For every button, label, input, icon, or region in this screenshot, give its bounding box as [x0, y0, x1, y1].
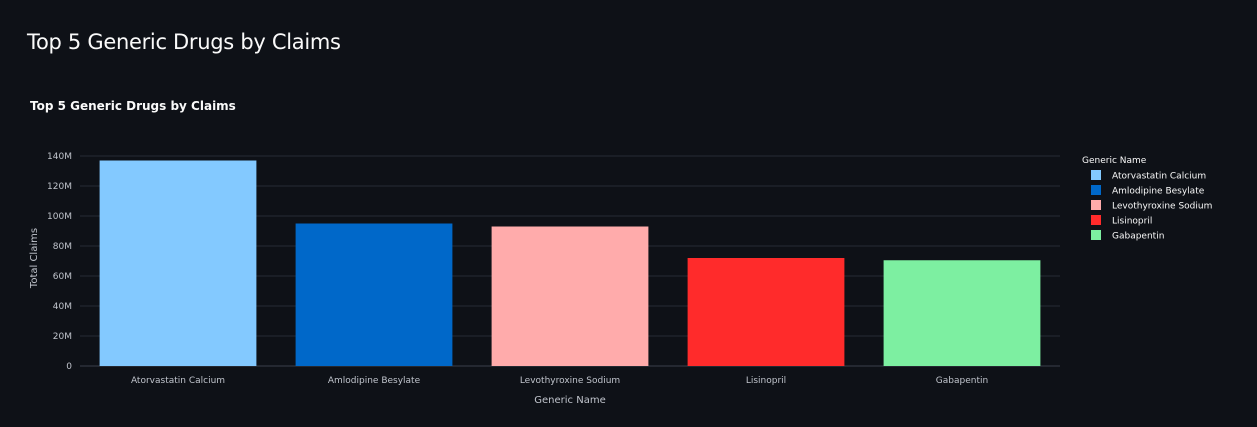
legend: Generic Name Atorvastatin Calcium Amlodip… [1082, 156, 1212, 242]
legend-item[interactable]: Atorvastatin Calcium [1091, 170, 1206, 182]
legend-swatch [1091, 170, 1101, 180]
legend-label: Lisinopril [1112, 217, 1152, 227]
y-tick-label: 0 [66, 362, 72, 372]
bar[interactable] [295, 223, 453, 367]
legend-item[interactable]: Gabapentin [1091, 230, 1164, 242]
x-tick-label: Amlodipine Besylate [328, 376, 421, 386]
y-axis-ticks: 0 20M 40M 60M 80M 100M 120M 140M [47, 152, 72, 372]
y-tick-label: 60M [53, 272, 72, 282]
legend-item[interactable]: Amlodipine Besylate [1091, 185, 1205, 197]
y-tick-label: 120M [47, 182, 72, 192]
y-tick-label: 40M [53, 302, 72, 312]
bar[interactable] [883, 260, 1041, 366]
y-tick-label: 100M [47, 212, 72, 222]
legend-label: Amlodipine Besylate [1112, 187, 1205, 197]
x-tick-label: Gabapentin [936, 376, 988, 386]
page-title: Top 5 Generic Drugs by Claims [27, 30, 341, 54]
legend-swatch [1091, 185, 1101, 195]
legend-swatch [1091, 230, 1101, 240]
y-tick-label: 140M [47, 152, 72, 162]
legend-label: Atorvastatin Calcium [1112, 172, 1206, 182]
y-tick-label: 80M [53, 242, 72, 252]
legend-swatch [1091, 200, 1101, 210]
chart-title: Top 5 Generic Drugs by Claims [30, 99, 236, 113]
chart-svg: Top 5 Generic Drugs by Claims 0 20M 40M 60M… [29, 99, 1212, 406]
y-tick-label: 20M [53, 332, 72, 342]
bar[interactable] [99, 160, 257, 367]
y-axis-label: Total Claims [29, 228, 40, 289]
legend-swatch [1091, 215, 1101, 225]
legend-label: Levothyroxine Sodium [1112, 202, 1212, 212]
bar[interactable] [687, 258, 845, 366]
x-axis-ticks: Atorvastatin Calcium Amlodipine Besylate L… [131, 376, 988, 386]
x-tick-label: Lisinopril [746, 376, 786, 386]
bar-chart: Top 5 Generic Drugs by Claims 0 20M 40M 60M… [0, 88, 1257, 423]
x-tick-label: Levothyroxine Sodium [520, 376, 620, 386]
legend-item[interactable]: Lisinopril [1091, 215, 1152, 227]
legend-item[interactable]: Levothyroxine Sodium [1091, 200, 1212, 212]
bar[interactable] [491, 226, 649, 367]
x-tick-label: Atorvastatin Calcium [131, 376, 225, 386]
legend-label: Gabapentin [1112, 232, 1164, 242]
bars [99, 160, 1041, 367]
legend-title: Generic Name [1082, 156, 1147, 166]
x-axis-label: Generic Name [534, 395, 605, 406]
